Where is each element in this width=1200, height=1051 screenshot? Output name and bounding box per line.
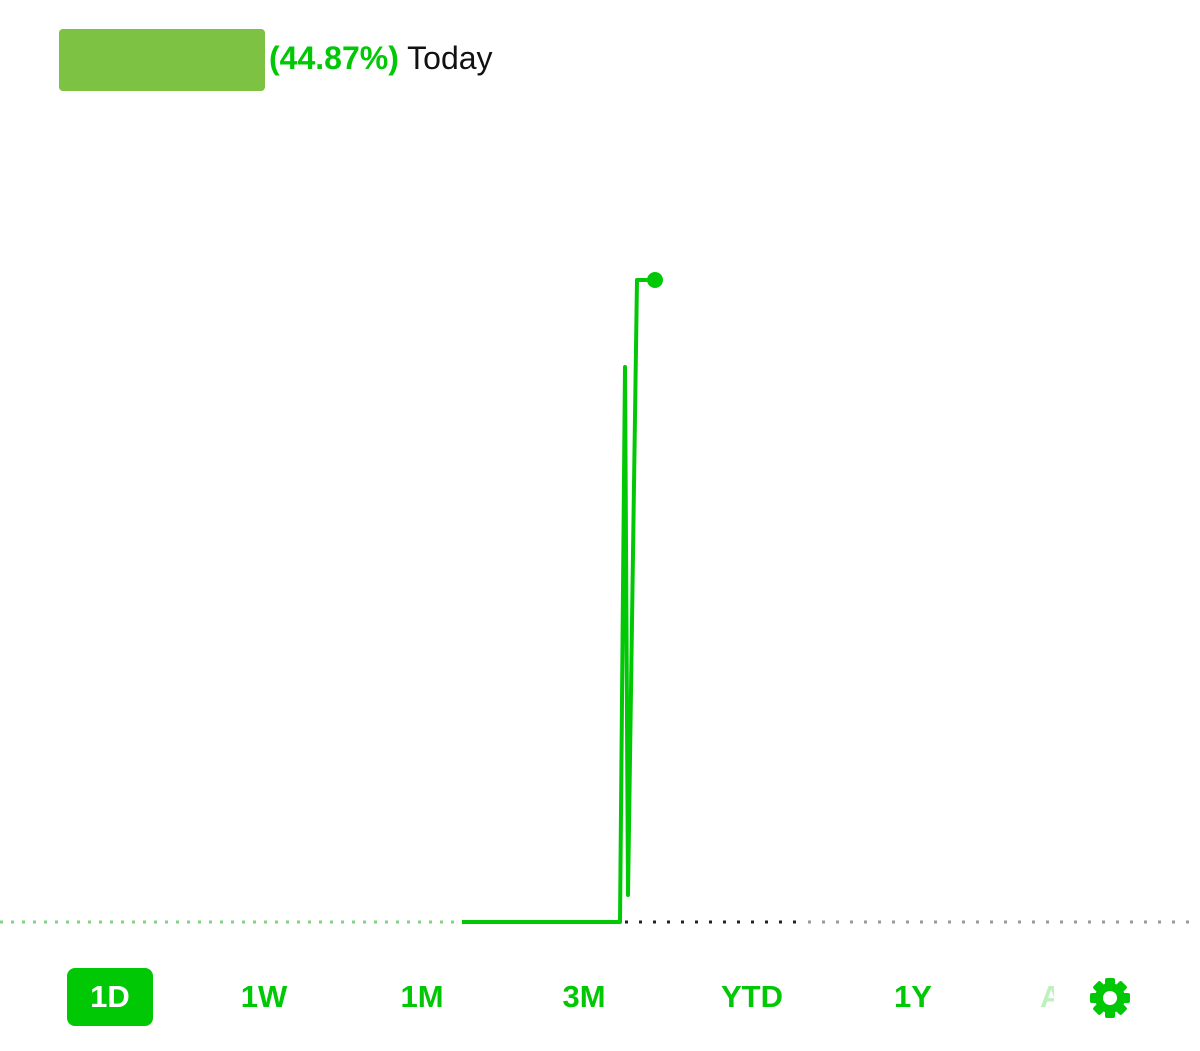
settings-gear[interactable] xyxy=(1087,975,1133,1021)
tab-1d[interactable]: 1D xyxy=(67,968,153,1026)
tab-1w[interactable]: 1W xyxy=(240,979,288,1014)
tab-3m[interactable]: 3M xyxy=(562,979,606,1014)
tab-1m[interactable]: 1M xyxy=(400,979,444,1014)
price-line xyxy=(462,278,655,924)
period-label: Today xyxy=(407,40,493,76)
tab-all[interactable]: A xyxy=(1040,979,1054,1014)
tab-ytd[interactable]: YTD xyxy=(721,979,783,1014)
tab-1y[interactable]: 1Y xyxy=(894,979,932,1014)
current-point xyxy=(647,272,663,288)
header-change: (44.87%) Today xyxy=(269,38,493,78)
change-percent: (44.87%) xyxy=(269,40,399,76)
redacted-amount xyxy=(59,29,265,91)
